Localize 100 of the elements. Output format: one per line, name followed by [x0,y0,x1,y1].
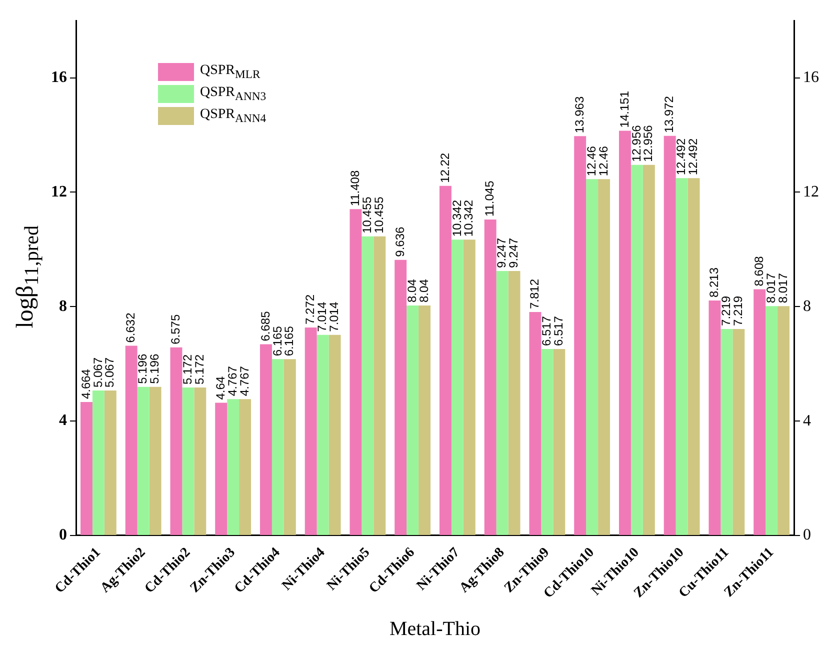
bar [137,386,150,535]
data-label: 10.342 [462,200,476,237]
bar [754,289,766,535]
legend-label: QSPR$_{ANN3}$ [200,85,266,103]
bar [508,270,520,535]
y-tick-label: 4 [59,412,67,430]
data-label: 8.04 [404,278,419,302]
bar [304,327,317,535]
bar [708,300,721,535]
bar [374,236,386,535]
bar [642,164,655,535]
data-label: 7.014 [315,301,330,332]
data-label: 7.272 [303,294,318,324]
legend-label: QSPR$_{MLR}$ [200,63,260,81]
y-tick-label: 0 [59,526,67,544]
data-label: 10.455 [372,196,386,234]
bar [104,390,116,535]
bar [778,306,790,535]
bar [553,349,566,535]
bar [484,220,496,535]
data-label: 12.492 [686,138,700,176]
data-label: 9.247 [506,238,521,268]
y2-tick-label: 4 [803,412,811,430]
bar [284,359,296,535]
data-label: 9.636 [392,226,407,257]
data-label: 4.767 [225,366,240,396]
data-label: 4.664 [78,368,93,400]
bar [239,399,252,535]
legend-label: QSPR$_{ANN4}$ [200,107,266,125]
data-label: 14.151 [617,90,632,128]
bar [394,260,407,535]
data-label: 5.172 [192,354,206,385]
bar [496,270,508,535]
bar [92,390,104,535]
data-label: 6.165 [270,326,284,356]
data-label: 5.196 [148,353,162,384]
x-axis-title: Metal-Thio [388,618,482,641]
bar [451,240,464,535]
y2-tick-label: 16 [803,69,819,86]
data-label: 5.067 [90,357,105,388]
data-label: 13.972 [662,96,676,133]
data-label: 5.196 [136,353,150,384]
y2-tick-label: 8 [803,298,811,315]
data-label: 9.247 [494,238,509,268]
bar [149,386,162,535]
bar [664,136,676,535]
data-label: 8.04 [416,278,431,302]
bar [586,179,598,535]
y2-tick-label: 12 [803,183,819,200]
bar [630,164,643,535]
bar [688,178,700,535]
bar [227,399,240,535]
bar [676,178,688,535]
data-label: 12.46 [596,146,610,176]
data-label: 8.017 [764,272,778,304]
bar [766,306,778,535]
data-label: 5.172 [180,354,194,385]
bar [125,346,138,535]
bar [541,349,554,535]
bar [418,305,431,535]
data-label: 11.045 [482,180,497,217]
bar [182,388,194,535]
bar [720,328,733,535]
data-label: 12.956 [641,124,656,162]
data-label: 7.219 [719,296,733,326]
data-label: 6.517 [540,316,554,346]
y-tick-label: 8 [59,298,67,315]
bar [80,402,92,535]
bar [350,209,362,535]
data-label: 6.165 [282,326,296,356]
bar [598,179,610,535]
bar [215,402,228,535]
y-tick-label: 16 [51,68,67,86]
bar [529,312,542,535]
bar [463,240,476,535]
data-label: 11.408 [348,170,362,206]
data-label: 8.017 [776,272,790,304]
data-label: 7.014 [327,301,342,332]
data-label: 12.956 [629,124,644,162]
bar [272,359,284,535]
bar [574,136,586,535]
data-label: 5.067 [102,357,117,388]
y2-tick-label: 0 [803,526,811,544]
data-label: 8.608 [752,256,766,286]
bar [194,388,206,535]
data-label: 6.632 [124,312,138,343]
bar [406,305,419,535]
data-label: 4.64 [213,376,228,400]
data-label: 7.219 [730,296,745,326]
bar [732,328,745,535]
bar [439,186,452,535]
data-label: 10.455 [360,196,374,234]
data-label: 6.685 [258,310,272,342]
data-label: 7.812 [528,278,542,310]
y-tick-label: 12 [51,183,67,200]
data-label: 12.46 [584,146,598,176]
bar [328,334,341,535]
data-label: 4.767 [237,366,252,396]
data-label: 10.342 [450,200,464,237]
bar [260,344,272,535]
